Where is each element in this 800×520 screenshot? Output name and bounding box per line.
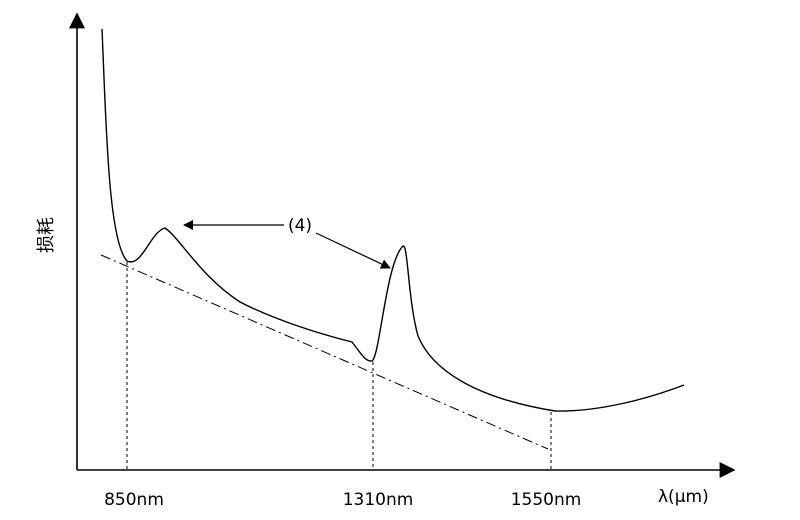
tick-label-1550nm: 1550nm bbox=[511, 490, 582, 510]
loss-curve bbox=[101, 28, 685, 412]
tick-label-850nm: 850nm bbox=[104, 490, 164, 510]
annotation-label: (4) bbox=[288, 216, 312, 236]
scattering-loss-line bbox=[100, 254, 549, 450]
annotation-arrow-1310 bbox=[315, 232, 391, 269]
x-axis-label: λ(μm) bbox=[658, 487, 709, 507]
y-axis-label: 损耗 bbox=[36, 217, 57, 253]
tick-label-1310nm: 1310nm bbox=[343, 490, 414, 510]
